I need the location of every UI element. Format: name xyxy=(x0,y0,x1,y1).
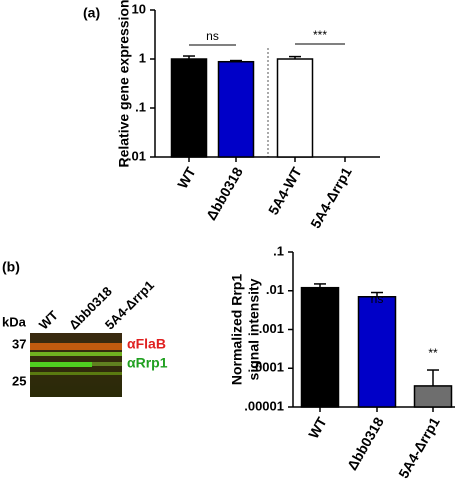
y-tick-label: 1 xyxy=(139,50,146,65)
panel-label: (a) xyxy=(83,5,100,21)
x-tick-label: WT xyxy=(174,164,199,191)
y-axis-label: Relative gene expression xyxy=(116,0,132,168)
blot-image xyxy=(30,333,122,397)
y-tick-label: 10 xyxy=(132,1,146,16)
bar xyxy=(217,60,255,158)
significance-label: ns xyxy=(206,29,219,43)
blot-marker: 25 xyxy=(12,373,26,388)
y-tick-label: .1 xyxy=(135,99,146,114)
blot-lane: WT xyxy=(36,308,61,333)
bar xyxy=(413,385,453,408)
error-bar xyxy=(289,55,301,59)
blot-band-label: αFlaB xyxy=(127,336,166,352)
significance-label: *** xyxy=(313,28,327,42)
x-tick-label: 5A4-Δrrp1 xyxy=(395,414,443,481)
error-bar xyxy=(314,283,326,288)
bar xyxy=(276,58,314,158)
x-tick-label: 5A4-WT xyxy=(265,164,305,218)
error-bar xyxy=(183,55,195,59)
significance-label: ns xyxy=(371,292,384,306)
y-tick-label: .0001 xyxy=(251,360,284,375)
y-tick-label: .1 xyxy=(273,243,284,258)
significance-label: ** xyxy=(428,346,438,360)
y-tick-label: .01 xyxy=(128,148,146,163)
y-tick-label: .00001 xyxy=(244,398,284,413)
y-axis-label: signal intensity xyxy=(246,278,262,380)
bar xyxy=(170,58,208,158)
panel-label: (b) xyxy=(2,259,20,275)
bar xyxy=(357,296,397,408)
blot-lane: 5A4-Δrrp1 xyxy=(102,278,157,333)
x-tick-label: Δbb0318 xyxy=(344,414,387,473)
blot-band-label: αRrp1 xyxy=(127,355,168,371)
y-axis-label: Normalized Rrp1 xyxy=(229,274,245,385)
x-tick-label: WT xyxy=(305,414,330,441)
bar xyxy=(300,286,340,408)
error-bar xyxy=(427,369,439,386)
y-tick-label: .01 xyxy=(266,282,284,297)
blot-marker: 37 xyxy=(12,336,26,351)
error-bar xyxy=(230,59,242,62)
blot-unit: kDa xyxy=(2,314,27,329)
error-bar xyxy=(371,291,383,297)
x-tick-label: 5A4-Δrrp1 xyxy=(307,164,355,231)
y-tick-label: .001 xyxy=(259,321,284,336)
x-tick-label: Δbb0318 xyxy=(203,164,246,223)
